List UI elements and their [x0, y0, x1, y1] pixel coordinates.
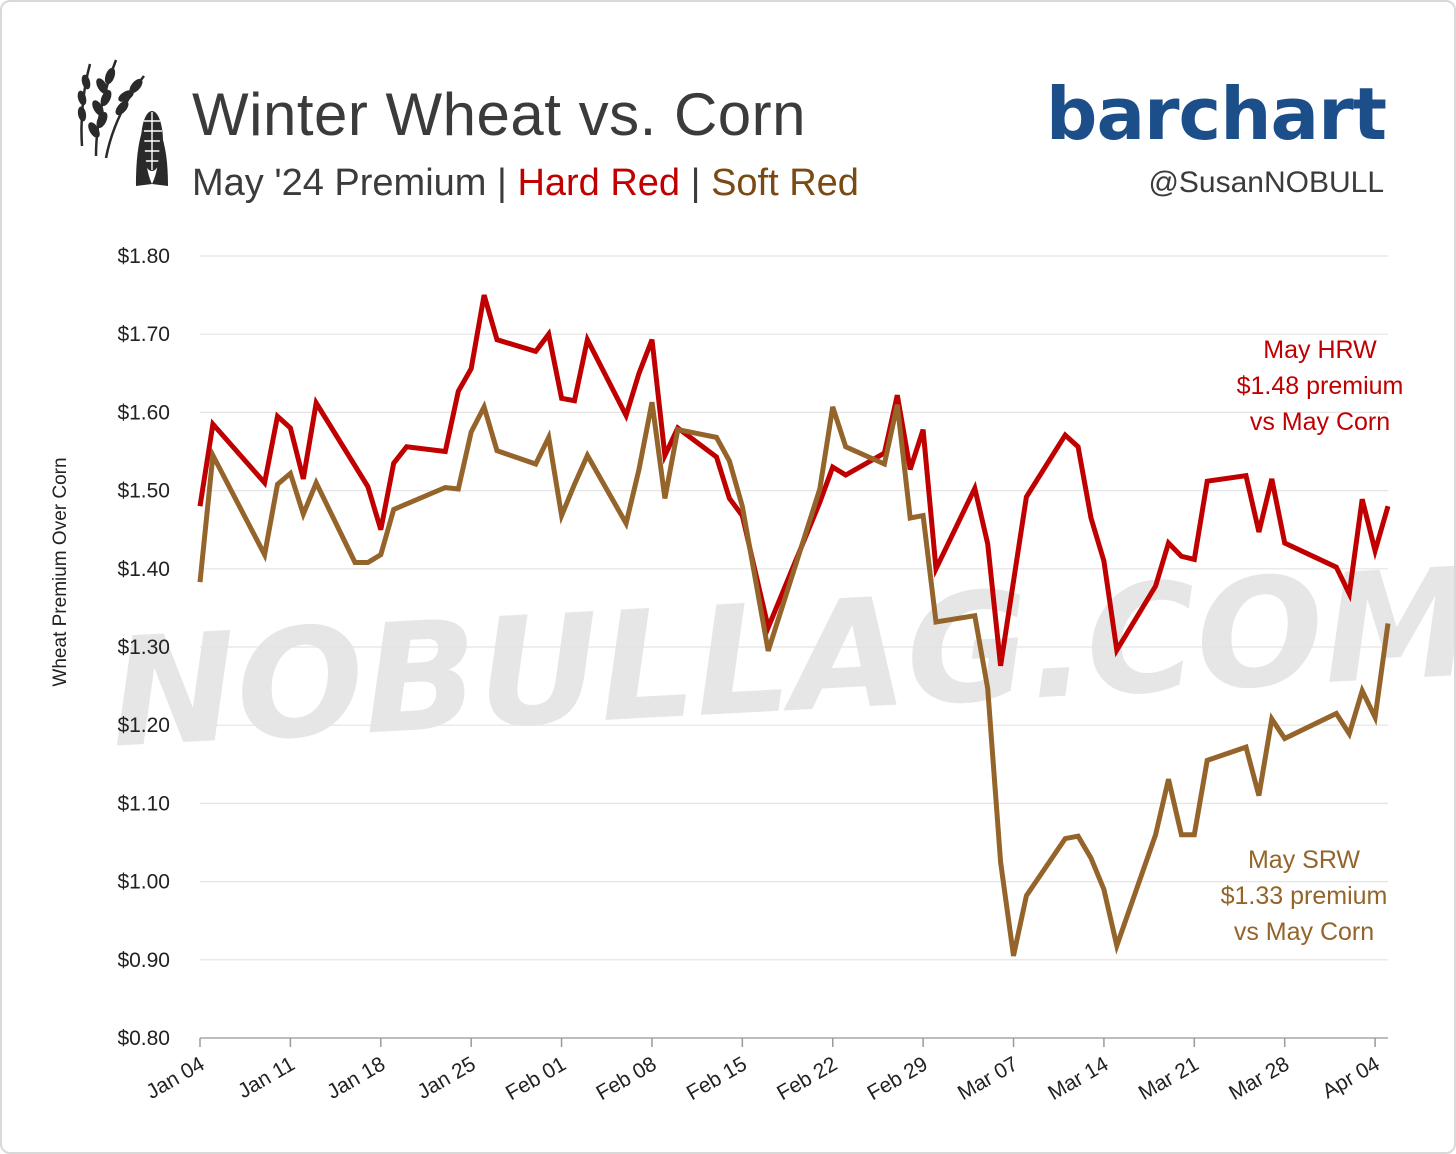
brand-logo: barchart	[1045, 72, 1387, 156]
annotation-line: vs May Corn	[1250, 408, 1390, 436]
y-tick-label: $0.90	[117, 949, 170, 972]
y-tick-label: $1.00	[117, 871, 170, 894]
x-tick-label: Mar 21	[1135, 1052, 1203, 1105]
annotations: May HRW $1.48 premium vs May Corn May SRW $1…	[1221, 336, 1404, 946]
series-line-hard-red	[197, 294, 1391, 667]
annotation-line: $1.33 premium	[1221, 882, 1388, 910]
y-tick-label: $1.50	[117, 480, 170, 503]
x-axis-ticks: Jan 04 Jan 11 Jan 18 Jan 25 Feb 01 Feb 08 Feb …	[142, 1038, 1384, 1105]
crop-icons	[77, 59, 168, 186]
corn-icon	[136, 111, 168, 186]
y-tick-label: $1.10	[117, 792, 170, 815]
watermark: NOBULLAG.COM	[107, 536, 1454, 781]
series-line-soft-red	[197, 400, 1391, 957]
subtitle-prefix: May '24 Premium |	[192, 162, 518, 204]
grid-lines	[200, 255, 1388, 1039]
annotation-line: May HRW	[1263, 336, 1377, 364]
annotation-line: vs May Corn	[1234, 918, 1374, 946]
x-tick-label: Jan 04	[142, 1052, 208, 1104]
annotation-hard-red: May HRW $1.48 premium vs May Corn	[1237, 336, 1404, 436]
chart-subtitle: May '24 Premium | Hard Red | Soft Red	[192, 162, 859, 205]
author-handle: @SusanNOBULL	[1148, 166, 1384, 199]
y-tick-label: $1.20	[117, 714, 170, 737]
subtitle-separator: |	[680, 162, 712, 204]
x-tick-label: Feb 01	[502, 1052, 570, 1105]
x-tick-label: Mar 14	[1044, 1052, 1112, 1105]
y-axis-label: Wheat Premium Over Corn	[50, 457, 71, 686]
y-tick-label: $1.70	[117, 323, 170, 346]
y-tick-label: $1.30	[117, 636, 170, 659]
subtitle-hard-red: Hard Red	[517, 162, 681, 204]
x-tick-label: Jan 25	[414, 1052, 480, 1103]
y-tick-label: $1.40	[117, 558, 170, 581]
series-lines	[197, 294, 1391, 957]
x-tick-label: Feb 15	[683, 1052, 751, 1105]
subtitle-soft-red: Soft Red	[711, 162, 859, 204]
x-tick-label: Jan 18	[323, 1052, 389, 1103]
x-tick-label: Feb 29	[864, 1052, 932, 1105]
x-tick-label: Feb 08	[592, 1052, 660, 1105]
y-axis-ticks: $0.80 $0.90 $1.00 $1.10 $1.20 $1.30 $1.40 $1.50…	[117, 245, 170, 1050]
y-tick-label: $0.80	[117, 1027, 170, 1050]
y-tick-label: $1.60	[117, 401, 170, 424]
x-tick-label: Mar 07	[954, 1052, 1022, 1105]
annotation-line: May SRW	[1248, 846, 1360, 874]
y-tick-label: $1.80	[117, 245, 170, 268]
annotation-soft-red: May SRW $1.33 premium vs May Corn	[1221, 846, 1388, 946]
wheat-icon	[77, 59, 145, 159]
x-tick-label: Jan 11	[234, 1052, 299, 1103]
x-tick-label: Mar 28	[1225, 1052, 1293, 1105]
chart-title: Winter Wheat vs. Corn	[192, 81, 806, 148]
x-tick-label: Feb 22	[773, 1052, 841, 1105]
annotation-line: $1.48 premium	[1237, 372, 1404, 400]
x-tick-label: Apr 04	[1319, 1052, 1384, 1103]
